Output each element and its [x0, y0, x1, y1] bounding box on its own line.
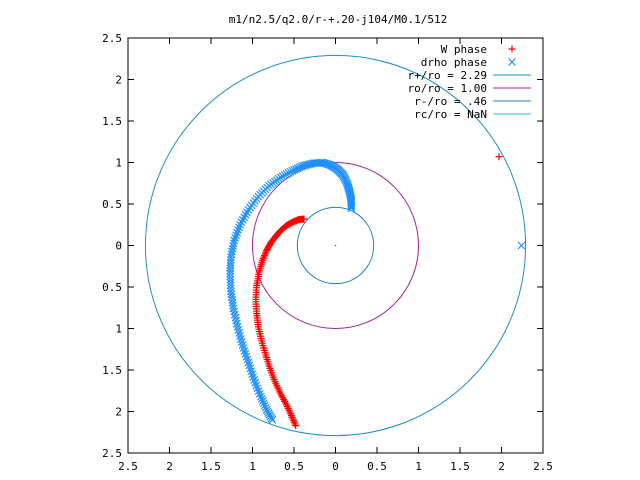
y-tick-label: 2.5	[102, 32, 122, 45]
legend-label: rc/ro = NaN	[414, 108, 487, 121]
circle-series-2	[144, 54, 527, 437]
point-plus	[289, 415, 297, 423]
y-tick-label: 1.5	[102, 364, 122, 377]
y-tick-label: 2	[115, 74, 122, 87]
point-plus	[263, 246, 271, 254]
x-tick-label: 2.5	[533, 460, 553, 473]
x-tick-label: 0.5	[284, 460, 304, 473]
point-cross	[259, 399, 268, 408]
point-plus	[259, 255, 267, 263]
point-plus	[261, 250, 269, 258]
point-plus	[292, 422, 300, 430]
legend-label: drho phase	[421, 56, 487, 69]
point-plus	[262, 248, 270, 256]
point-cross	[226, 272, 235, 281]
phase-markers	[226, 45, 526, 430]
point-plus	[288, 413, 296, 421]
y-tick-label: 1	[115, 323, 122, 336]
point-cross	[235, 223, 244, 232]
point-cross	[260, 401, 269, 410]
y-tick-label: 1	[115, 157, 122, 170]
point-cross	[257, 394, 266, 403]
radius-circles	[144, 54, 527, 437]
x-tick-label: 1.5	[450, 460, 470, 473]
point-plus	[260, 253, 268, 261]
point-cross	[344, 182, 352, 190]
x-tick-label: 0	[332, 460, 339, 473]
point-cross	[226, 278, 235, 287]
point-cross	[226, 267, 235, 275]
circle-series-3	[252, 162, 419, 329]
point-plus	[288, 412, 296, 420]
x-tick-label: 1	[249, 460, 256, 473]
y-tick-label: 0.5	[102, 198, 122, 211]
point-cross	[229, 304, 238, 313]
point-cross	[268, 415, 277, 424]
point-cross	[232, 231, 241, 240]
point-cross	[230, 307, 239, 316]
y-tick-label: 2	[115, 406, 122, 419]
point-cross	[261, 403, 270, 412]
legend-marker	[508, 45, 516, 53]
point-plus	[261, 251, 269, 259]
origin-dot	[334, 244, 337, 247]
point-cross	[256, 392, 265, 401]
point-plus	[290, 417, 298, 425]
point-cross	[226, 275, 235, 284]
x-tick-label: 1.5	[201, 460, 221, 473]
y-tick-label: 1.5	[102, 115, 122, 128]
point-plus	[291, 420, 299, 428]
point-cross	[258, 397, 267, 405]
y-tick-label: 2.5	[102, 447, 122, 460]
legend-label: ro/ro = 1.00	[408, 82, 487, 95]
x-tick-label: 1	[415, 460, 422, 473]
point-cross	[234, 226, 243, 234]
point-cross	[233, 228, 242, 237]
point-cross	[232, 319, 241, 328]
legend-label: r+/ro = 2.29	[408, 69, 487, 82]
point-cross	[232, 316, 241, 325]
point-plus	[290, 418, 298, 426]
axis-tick-labels: 2.5 2 1.5 1 0.5 0 0.5 1 1.5 2 2.52.521.510.500.511…	[102, 32, 553, 473]
point-cross	[226, 269, 235, 278]
y-tick-label: 0	[115, 240, 122, 253]
y-tick-label: 0.5	[102, 281, 122, 294]
x-tick-label: 2.5	[118, 460, 138, 473]
x-tick-label: 2	[166, 460, 173, 473]
legend-label: W phase	[441, 43, 487, 56]
point-cross	[290, 166, 299, 174]
point-plus-edge	[495, 153, 503, 161]
legend-marker	[508, 58, 516, 66]
point-cross	[236, 220, 244, 229]
point-cross	[226, 281, 235, 290]
circle-series-4	[296, 206, 375, 285]
point-cross	[230, 310, 239, 319]
point-cross-edge	[517, 241, 526, 250]
legend-label: r-/ro = .46	[414, 95, 487, 108]
point-cross	[231, 313, 240, 322]
x-tick-label: 0.5	[367, 460, 387, 473]
point-cross	[229, 301, 237, 310]
chart-title: m1/n2.5/q2.0/r-+.20-j104/M0.1/512	[229, 13, 448, 26]
x-tick-label: 2	[498, 460, 505, 473]
axis-ticks	[127, 37, 544, 454]
